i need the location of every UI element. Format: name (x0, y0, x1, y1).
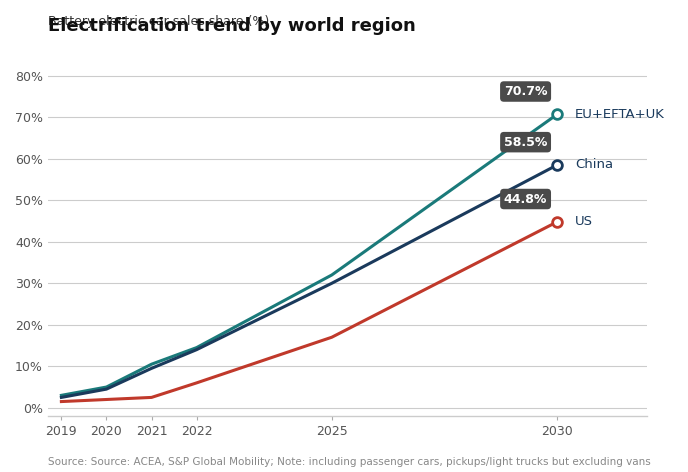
Text: China: China (575, 159, 613, 171)
Text: 70.7%: 70.7% (504, 85, 548, 98)
Text: Battery electric car sales share (%): Battery electric car sales share (%) (48, 15, 269, 27)
Text: Electrification trend by world region: Electrification trend by world region (48, 17, 416, 35)
Text: 58.5%: 58.5% (504, 135, 547, 149)
Text: EU+EFTA+UK: EU+EFTA+UK (575, 108, 665, 121)
Text: US: US (575, 215, 593, 228)
Text: Source: Source: ACEA, S&P Global Mobility; Note: including passenger cars, picku: Source: Source: ACEA, S&P Global Mobilit… (48, 457, 651, 467)
Text: 44.8%: 44.8% (504, 193, 547, 205)
